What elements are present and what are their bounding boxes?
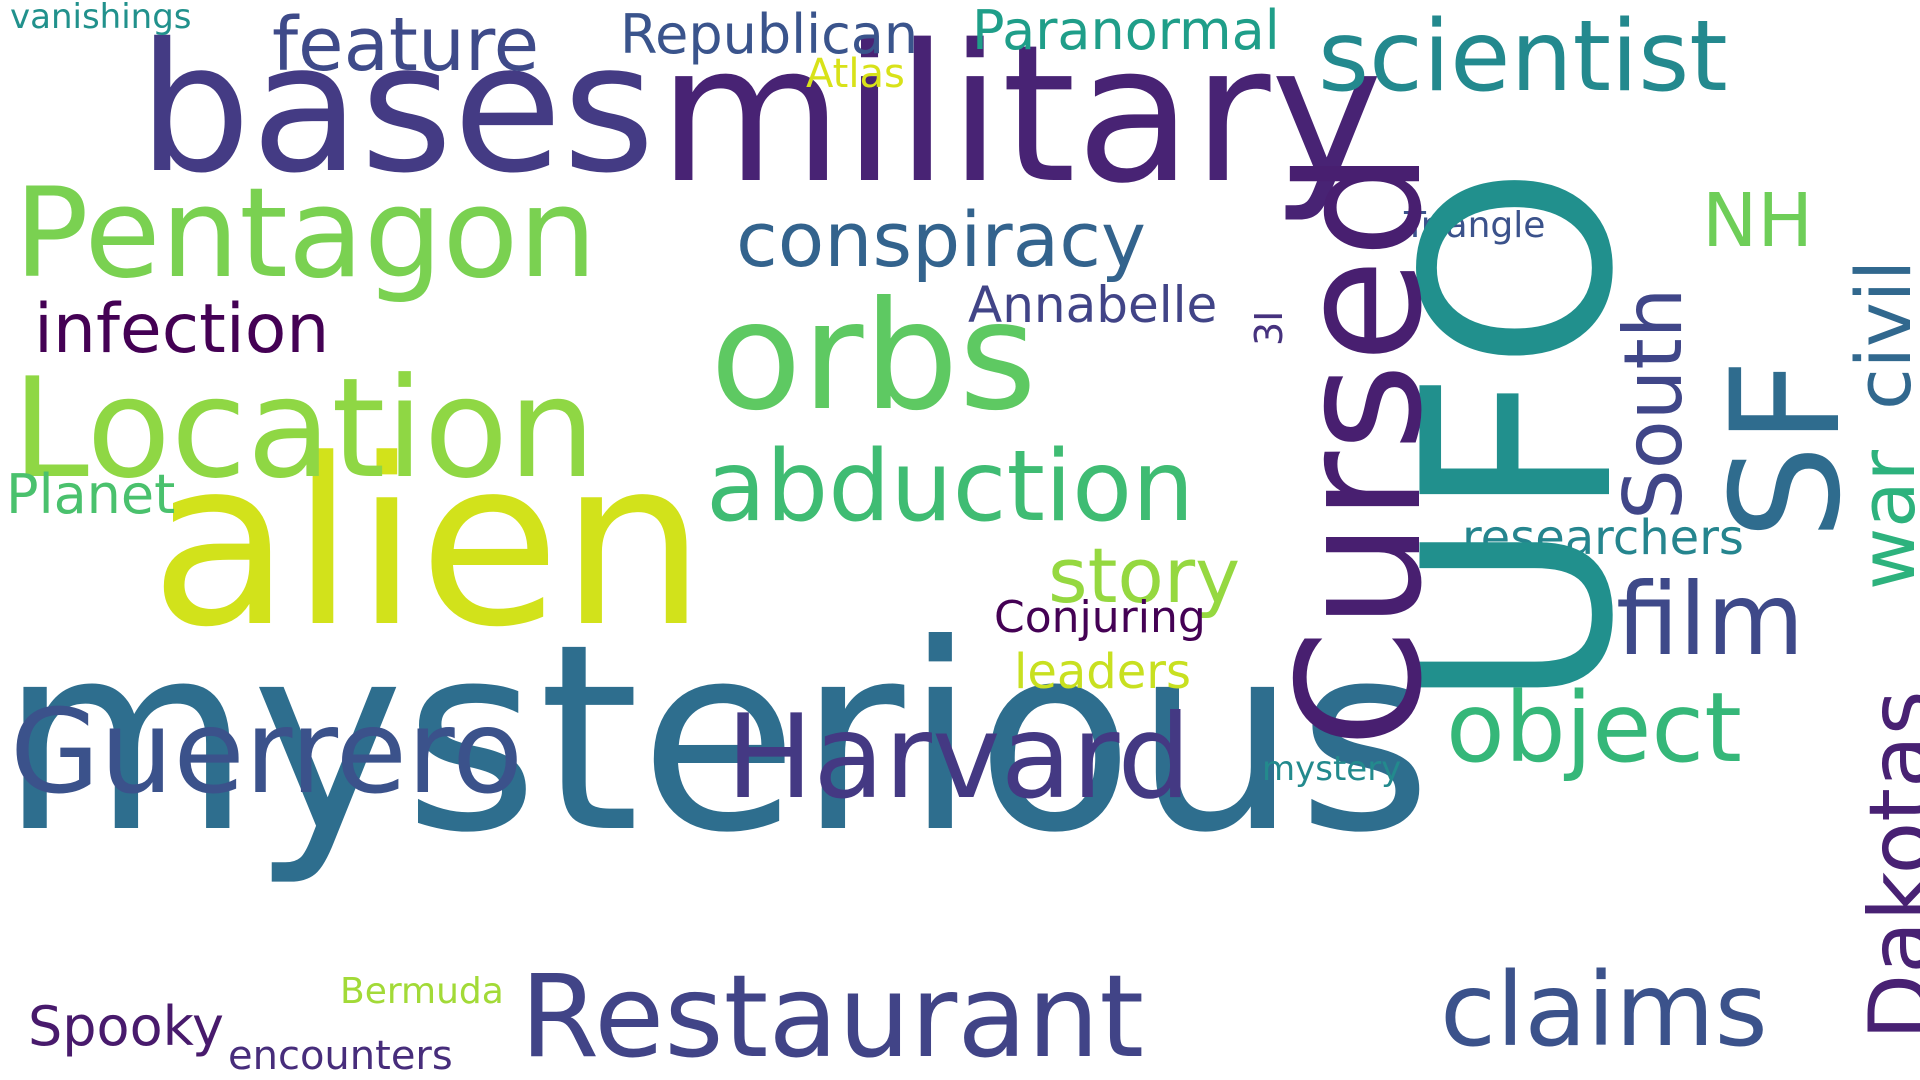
word-orbs: orbs: [710, 270, 1037, 444]
word-harvard: Harvard: [726, 690, 1192, 825]
word-conjuring: Conjuring: [994, 592, 1206, 643]
word-location: Location: [12, 348, 596, 509]
word-civil: civil: [1839, 259, 1920, 410]
word-atlas: Atlas: [806, 51, 905, 97]
word-feature: feature: [272, 2, 540, 88]
word-vanishings: vanishings: [10, 0, 192, 37]
word-spooky: Spooky: [28, 995, 224, 1058]
word-pentagon: Pentagon: [14, 162, 598, 306]
word-bases: bases: [138, 5, 656, 212]
word-military: military: [658, 4, 1383, 225]
word-object: object: [1446, 672, 1742, 784]
word-nh: NH: [1702, 178, 1813, 264]
word-conspiracy: conspiracy: [736, 195, 1146, 284]
word-scientist: scientist: [1318, 0, 1728, 114]
word-story: story: [1048, 531, 1241, 620]
word-restaurant: Restaurant: [520, 950, 1145, 1080]
word-dakotas: Dakotas: [1851, 690, 1920, 1040]
word-planet: Planet: [6, 463, 176, 526]
word-infection: infection: [34, 290, 330, 369]
word-cursed: Cursed: [1262, 150, 1460, 748]
word-film: film: [1616, 561, 1805, 678]
word-encounters: encounters: [228, 1033, 453, 1079]
word-bermuda: Bermuda: [340, 971, 504, 1012]
word-war: war: [1843, 450, 1920, 590]
word-guerrero: Guerrero: [10, 685, 524, 820]
word-researchers: researchers: [1462, 510, 1744, 566]
word-annabelle: Annabelle: [968, 276, 1218, 334]
word-leaders: leaders: [1014, 644, 1192, 700]
word-abduction: abduction: [706, 430, 1195, 544]
word-paranormal: Paranormal: [972, 0, 1280, 62]
word-three-i: 3I: [1247, 310, 1291, 346]
word-mystery: mystery: [1262, 749, 1402, 789]
word-triangle: Triangle: [1404, 205, 1546, 246]
word-south: South: [1607, 287, 1700, 521]
word-claims: claims: [1440, 951, 1768, 1070]
word-alien: alien: [150, 411, 707, 678]
word-mysterious: mysterious: [0, 589, 1432, 889]
word-republican: Republican: [620, 3, 919, 66]
